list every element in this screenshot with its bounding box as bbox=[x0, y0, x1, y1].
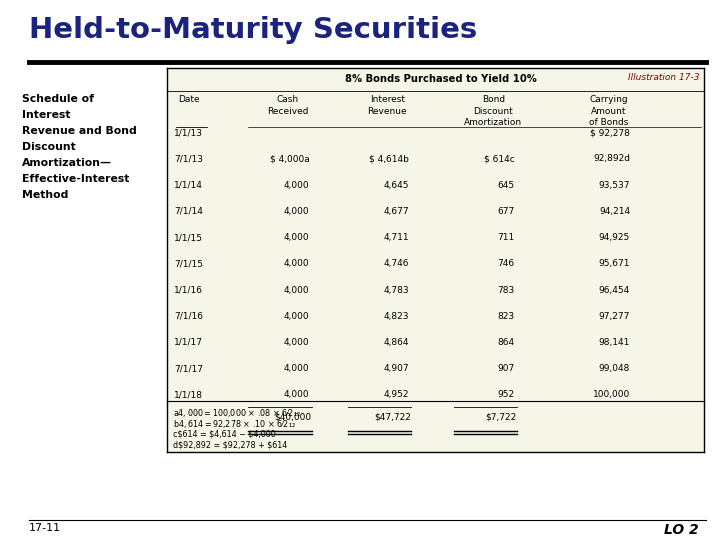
Text: 1/1/18: 1/1/18 bbox=[174, 390, 203, 400]
Text: $ 4,614b: $ 4,614b bbox=[369, 154, 409, 164]
Text: 4,783: 4,783 bbox=[383, 286, 409, 294]
Text: $40,000: $40,000 bbox=[274, 413, 312, 422]
Text: Held-to-Maturity Securities: Held-to-Maturity Securities bbox=[29, 16, 477, 44]
Text: 1/1/16: 1/1/16 bbox=[174, 286, 203, 294]
Text: Bond
Discount
Amortization: Bond Discount Amortization bbox=[464, 95, 522, 127]
Text: 7/1/17: 7/1/17 bbox=[174, 364, 203, 373]
Text: 94,214: 94,214 bbox=[599, 207, 630, 216]
Text: Schedule of
Interest
Revenue and Bond
Discount
Amortization—
Effective-Interest
: Schedule of Interest Revenue and Bond Di… bbox=[22, 93, 136, 200]
Text: 1/1/13: 1/1/13 bbox=[174, 128, 203, 137]
Text: 4,000: 4,000 bbox=[284, 390, 310, 400]
Text: 952: 952 bbox=[498, 390, 515, 400]
Text: 7/1/16: 7/1/16 bbox=[174, 312, 203, 321]
Text: 711: 711 bbox=[498, 233, 515, 242]
Text: 677: 677 bbox=[498, 207, 515, 216]
Text: 7/1/14: 7/1/14 bbox=[174, 207, 203, 216]
Text: 783: 783 bbox=[498, 286, 515, 294]
Text: $ 4,000a: $ 4,000a bbox=[270, 154, 310, 164]
Text: 7/1/15: 7/1/15 bbox=[174, 259, 203, 268]
Text: 92,892d: 92,892d bbox=[593, 154, 630, 164]
Text: 4,711: 4,711 bbox=[383, 233, 409, 242]
Text: 100,000: 100,000 bbox=[593, 390, 630, 400]
Text: 93,537: 93,537 bbox=[598, 181, 630, 190]
Text: 1/1/14: 1/1/14 bbox=[174, 181, 203, 190]
Text: c$614 = $4,614 − $4,000: c$614 = $4,614 − $4,000 bbox=[173, 429, 276, 438]
Text: 4,677: 4,677 bbox=[383, 207, 409, 216]
Text: 8% Bonds Purchased to Yield 10%: 8% Bonds Purchased to Yield 10% bbox=[345, 74, 537, 84]
Text: 98,141: 98,141 bbox=[598, 338, 630, 347]
Text: 4,000: 4,000 bbox=[284, 286, 310, 294]
Text: 99,048: 99,048 bbox=[598, 364, 630, 373]
Text: 4,907: 4,907 bbox=[383, 364, 409, 373]
Text: 823: 823 bbox=[498, 312, 515, 321]
Text: $ 92,278: $ 92,278 bbox=[590, 128, 630, 137]
FancyBboxPatch shape bbox=[167, 69, 704, 452]
Text: 864: 864 bbox=[498, 338, 515, 347]
Text: 4,000: 4,000 bbox=[284, 259, 310, 268]
Text: 4,952: 4,952 bbox=[384, 390, 409, 400]
Text: 4,746: 4,746 bbox=[384, 259, 409, 268]
Text: 4,000: 4,000 bbox=[284, 312, 310, 321]
Text: 4,000: 4,000 bbox=[284, 338, 310, 347]
Text: 1/1/15: 1/1/15 bbox=[174, 233, 203, 242]
Text: 907: 907 bbox=[498, 364, 515, 373]
Text: 4,864: 4,864 bbox=[384, 338, 409, 347]
Text: 7/1/13: 7/1/13 bbox=[174, 154, 203, 164]
Text: 4,000: 4,000 bbox=[284, 364, 310, 373]
Text: Illustration 17-3: Illustration 17-3 bbox=[629, 73, 700, 82]
Text: 645: 645 bbox=[498, 181, 515, 190]
Text: 746: 746 bbox=[498, 259, 515, 268]
Text: Interest
Revenue: Interest Revenue bbox=[367, 95, 408, 116]
Text: 95,671: 95,671 bbox=[598, 259, 630, 268]
Text: $ 614c: $ 614c bbox=[484, 154, 515, 164]
Text: 4,823: 4,823 bbox=[384, 312, 409, 321]
Text: 4,645: 4,645 bbox=[384, 181, 409, 190]
Text: 4,000: 4,000 bbox=[284, 181, 310, 190]
Text: $7,722: $7,722 bbox=[486, 413, 517, 422]
Text: b$4,614 = $92,278 × .10 × 6⁄2₁₂: b$4,614 = $92,278 × .10 × 6⁄2₁₂ bbox=[173, 418, 296, 430]
Text: d$92,892 = $92,278 + $614: d$92,892 = $92,278 + $614 bbox=[173, 441, 287, 449]
Text: 17-11: 17-11 bbox=[29, 523, 61, 534]
Text: 4,000: 4,000 bbox=[284, 207, 310, 216]
Text: Cash
Received: Cash Received bbox=[267, 95, 309, 116]
Text: a$4,000 = $100,000 × .08 × 6⁄2₁₂: a$4,000 = $100,000 × .08 × 6⁄2₁₂ bbox=[173, 407, 301, 418]
Text: 97,277: 97,277 bbox=[598, 312, 630, 321]
Text: LO 2: LO 2 bbox=[664, 523, 698, 537]
Text: 96,454: 96,454 bbox=[599, 286, 630, 294]
Text: Date: Date bbox=[178, 95, 199, 104]
Text: Carrying
Amount
of Bonds: Carrying Amount of Bonds bbox=[589, 95, 628, 127]
Text: 4,000: 4,000 bbox=[284, 233, 310, 242]
Text: 94,925: 94,925 bbox=[599, 233, 630, 242]
Text: 1/1/17: 1/1/17 bbox=[174, 338, 203, 347]
Text: $47,722: $47,722 bbox=[374, 413, 411, 422]
